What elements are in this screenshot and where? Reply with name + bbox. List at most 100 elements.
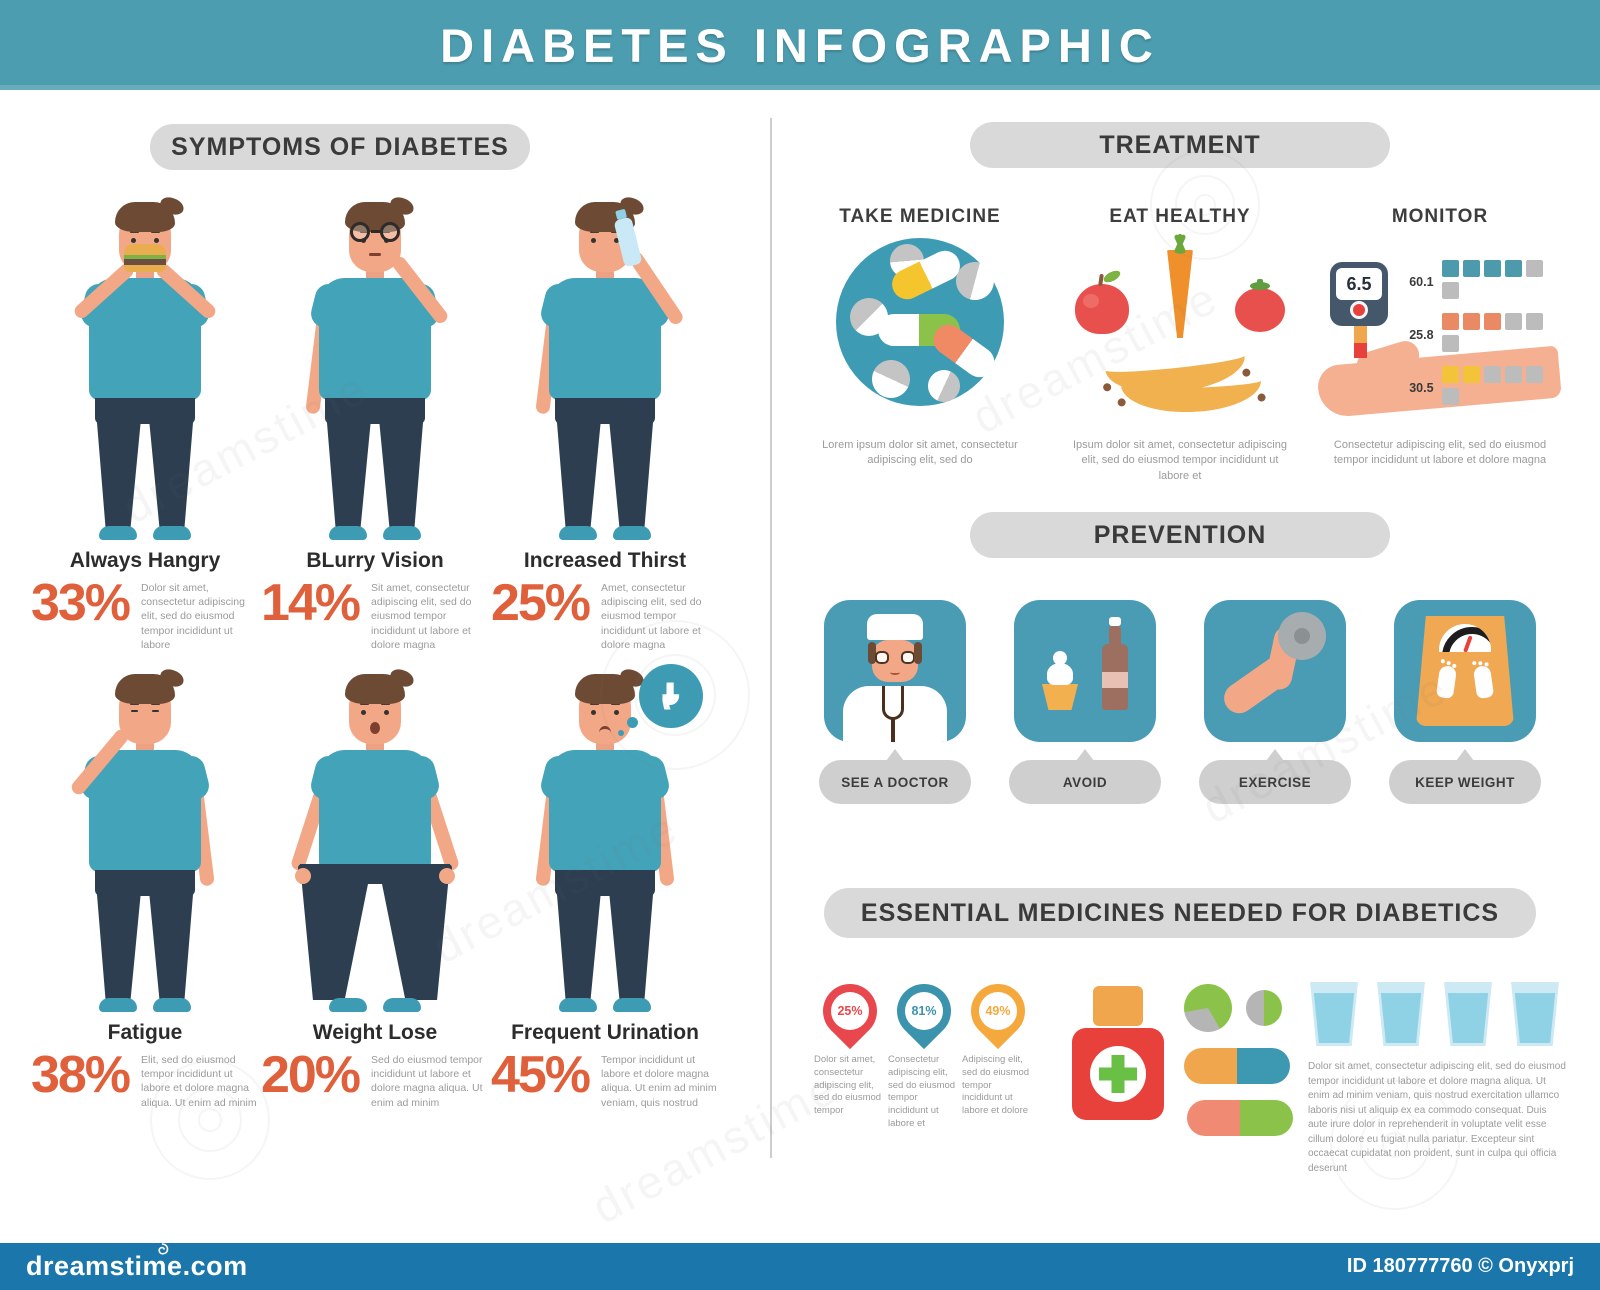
pills-circle-icon — [836, 237, 1004, 407]
pants — [553, 870, 657, 1000]
stat-pin-group: 25% Dolor sit amet, consectetur adipisci… — [811, 972, 889, 1118]
symptom-stat: 33% Dolor sit amet, consectetur adipisci… — [30, 577, 260, 652]
level-square — [1504, 260, 1522, 277]
symptom-card-increased-thirst: Increased Thirst 25% Amet, consectetur a… — [490, 200, 720, 652]
symptom-description: Elit, sed do eiusmod tempor incididunt u… — [141, 1054, 257, 1109]
symptom-stat: 45% Tempor incididunt ut labore et dolor… — [490, 1049, 720, 1110]
hair — [575, 674, 635, 704]
round-pill-icon — [866, 354, 916, 404]
map-pin-icon: 49% — [959, 972, 1037, 1050]
symptom-label: Always Hangry — [69, 549, 221, 572]
water-glass-icon — [1511, 982, 1559, 1046]
symptom-percent: 25% — [490, 574, 591, 632]
prevention-item-doctor: SEE A DOCTOR — [819, 600, 971, 804]
pin-percent: 25% — [831, 992, 869, 1030]
dreamstime-logo: dreamstime.com — [26, 1243, 248, 1282]
treatment-columns: TAKE MEDICINE Lorem ipsum dolor sit amet… — [790, 206, 1570, 484]
title-banner: DIABETES INFOGRAPHIC — [0, 0, 1600, 90]
bar-row: 25.8 — [1398, 313, 1566, 357]
spiral-icon — [158, 1243, 169, 1255]
symptoms-header: SYMPTOMS OF DIABETES — [150, 124, 530, 170]
prevention-label: EXERCISE — [1199, 760, 1351, 804]
level-square — [1462, 313, 1480, 330]
bar-label: 60.1 — [1409, 275, 1434, 289]
page-title: DIABETES INFOGRAPHIC — [440, 18, 1160, 72]
sweets-alcohol-icon — [1014, 600, 1156, 742]
level-square — [1483, 313, 1501, 330]
prevention-label: SEE A DOCTOR — [819, 760, 971, 804]
level-square — [1441, 335, 1459, 352]
level-square — [1441, 313, 1459, 330]
toilet-thought-bubble-icon — [618, 664, 703, 736]
level-square — [1525, 366, 1543, 383]
tomato-icon — [1235, 279, 1285, 332]
symptom-percent: 38% — [30, 1046, 131, 1104]
symptom-card-weight-lose: Weight Lose 20% Sed do eiusmod tempor in… — [260, 672, 490, 1110]
symptom-card-fatigue: Fatigue 38% Elit, sed do eiusmod tempor … — [30, 672, 260, 1110]
prevention-tiles: SEE A DOCTOR AVOID EXERCISE — [790, 600, 1570, 804]
hand-over-mouth-icon — [133, 718, 159, 742]
map-pin-icon: 81% — [885, 972, 963, 1050]
weight-scale-icon — [1394, 600, 1536, 742]
medicines-row: 25% Dolor sit amet, consectetur adipisci… — [790, 972, 1570, 1174]
pin-description: Consectetur adipiscing elit, sed do eius… — [888, 1054, 956, 1130]
symptoms-section: SYMPTOMS OF DIABETES Always Hangry 33% — [30, 110, 720, 1170]
watermark-footer-bar: dreamstime.com ID 180777760 © Onyxprj — [0, 1243, 1600, 1290]
treatment-col-take-medicine: TAKE MEDICINE Lorem ipsum dolor sit amet… — [790, 206, 1050, 484]
bar-squares — [1441, 260, 1566, 304]
water-description: Dolor sit amet, consectetur adipiscing e… — [1308, 1061, 1566, 1174]
level-square — [1462, 366, 1480, 383]
pants — [553, 398, 657, 528]
water-glass-icon — [1310, 982, 1358, 1046]
treatment-caption: Consectetur adipiscing elit, sed do eius… — [1333, 439, 1547, 467]
pants — [93, 398, 197, 528]
pants — [93, 870, 197, 1000]
medicine-bottle-icon — [1072, 986, 1164, 1120]
treatment-caption: Ipsum dolor sit amet, consectetur adipis… — [1073, 439, 1287, 482]
symptom-label: Weight Lose — [312, 1021, 438, 1044]
symptom-stat: 38% Elit, sed do eiusmod tempor incididu… — [30, 1049, 260, 1110]
pin-description: Adipiscing elit, sed do eiusmod tempor i… — [962, 1054, 1030, 1117]
symptom-description: Tempor incididunt ut labore et dolore ma… — [601, 1054, 717, 1109]
image-credit: ID 180777760 © Onyxprj — [1346, 1255, 1574, 1277]
level-square — [1462, 260, 1480, 277]
person-eating-figure — [45, 200, 245, 545]
round-pill-icon — [1246, 990, 1282, 1026]
capsule-icon — [1187, 1100, 1293, 1136]
level-square — [1441, 388, 1459, 405]
prevention-header: PREVENTION — [970, 512, 1390, 558]
prevention-label: AVOID — [1009, 760, 1161, 804]
glucose-monitor-icon: 6.5 60.1 25.8 — [1314, 238, 1566, 434]
symptom-label: Fatigue — [107, 1021, 183, 1044]
eyeglasses-icon — [348, 222, 402, 244]
person-loose-pants-figure — [275, 672, 475, 1017]
treatment-header: TREATMENT — [970, 122, 1390, 168]
symptom-description: Amet, consectetur adipiscing elit, sed d… — [601, 582, 702, 651]
hair — [115, 674, 175, 704]
level-square — [1483, 366, 1501, 383]
symptom-stat: 14% Sit amet, consectetur adipiscing eli… — [260, 577, 490, 652]
doctor-icon — [824, 600, 966, 742]
water-glasses-icons — [1308, 982, 1566, 1046]
symptom-label: Frequent Urination — [511, 1021, 699, 1044]
round-pill-icon — [923, 365, 965, 407]
hair — [345, 674, 405, 704]
bar-squares — [1441, 313, 1566, 357]
round-pill-icon — [1184, 984, 1232, 1032]
bar-label: 25.8 — [1409, 328, 1434, 342]
healthy-food-icons — [1065, 233, 1295, 428]
level-square — [1525, 313, 1543, 330]
symptom-card-blurry-vision: BLurry Vision 14% Sit amet, consectetur … — [260, 200, 490, 652]
pin-percent: 81% — [905, 992, 943, 1030]
green-cross-icon — [1090, 1046, 1146, 1102]
medicines-header: ESSENTIAL MEDICINES NEEDED FOR DIABETICS — [824, 888, 1536, 938]
bar-row: 30.5 — [1398, 366, 1566, 410]
level-square — [1441, 282, 1459, 299]
arm-dumbbell-icon — [1204, 600, 1346, 742]
symptom-description: Sed do eiusmod tempor incididunt ut labo… — [371, 1054, 483, 1109]
level-square — [1483, 260, 1501, 277]
bar-row: 60.1 — [1398, 260, 1566, 304]
stat-pin-group: 81% Consectetur adipiscing elit, sed do … — [885, 972, 963, 1131]
map-pin-icon: 25% — [811, 972, 889, 1050]
